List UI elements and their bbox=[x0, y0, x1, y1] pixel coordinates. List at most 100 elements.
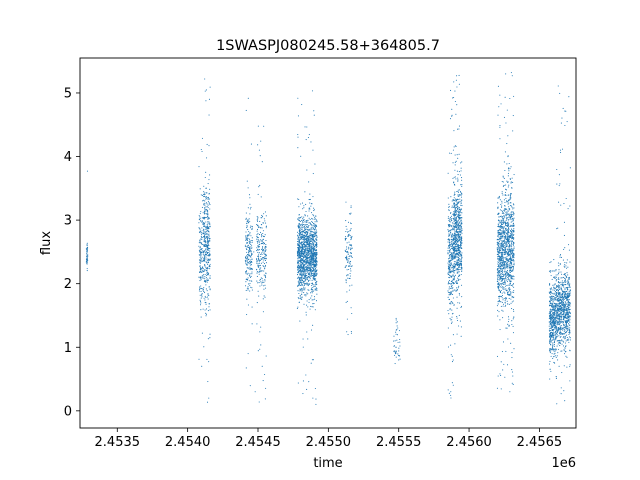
data-point bbox=[497, 206, 499, 208]
data-point bbox=[457, 267, 459, 269]
data-point bbox=[200, 255, 202, 257]
data-point bbox=[251, 228, 253, 230]
data-point bbox=[265, 258, 267, 260]
data-point bbox=[304, 232, 306, 235]
data-point bbox=[450, 229, 452, 231]
data-point bbox=[298, 241, 300, 243]
data-point bbox=[199, 294, 201, 296]
data-point bbox=[316, 269, 318, 271]
data-point bbox=[511, 245, 513, 247]
data-point bbox=[256, 268, 258, 270]
data-point bbox=[348, 255, 350, 258]
data-point bbox=[256, 280, 258, 282]
data-point bbox=[311, 260, 314, 262]
data-point bbox=[248, 231, 250, 233]
data-point bbox=[346, 246, 348, 248]
data-point bbox=[395, 331, 397, 333]
data-point bbox=[508, 246, 510, 248]
data-point bbox=[205, 157, 208, 159]
data-point bbox=[303, 261, 305, 263]
data-point bbox=[499, 301, 501, 303]
data-point bbox=[314, 217, 316, 219]
data-point bbox=[246, 264, 248, 266]
data-point bbox=[447, 273, 449, 275]
data-point bbox=[245, 247, 247, 249]
data-point bbox=[460, 260, 462, 263]
data-point bbox=[307, 250, 309, 252]
data-point bbox=[456, 307, 458, 309]
data-point bbox=[257, 271, 259, 273]
data-point bbox=[507, 323, 509, 325]
data-point bbox=[245, 258, 247, 260]
data-point bbox=[200, 309, 202, 311]
data-point bbox=[311, 237, 313, 239]
data-point bbox=[510, 294, 512, 296]
data-point bbox=[512, 383, 514, 385]
data-point bbox=[199, 288, 201, 290]
data-point bbox=[306, 270, 308, 272]
data-point bbox=[204, 222, 206, 224]
data-point bbox=[85, 261, 87, 263]
data-point bbox=[457, 177, 459, 179]
data-point bbox=[256, 238, 258, 240]
data-point bbox=[315, 259, 317, 261]
data-point bbox=[309, 249, 311, 251]
data-point bbox=[507, 223, 509, 225]
data-point bbox=[315, 398, 317, 400]
data-point bbox=[452, 97, 454, 99]
data-point bbox=[299, 260, 301, 262]
data-point bbox=[498, 195, 500, 198]
data-point bbox=[300, 251, 303, 253]
data-point bbox=[302, 260, 304, 262]
data-point bbox=[201, 248, 203, 250]
data-point bbox=[349, 263, 351, 265]
data-point bbox=[513, 204, 515, 206]
data-point bbox=[313, 279, 315, 281]
data-point bbox=[260, 233, 263, 235]
data-point bbox=[248, 246, 250, 249]
data-point bbox=[451, 207, 453, 209]
data-point bbox=[256, 228, 259, 231]
data-point bbox=[454, 238, 456, 240]
data-point bbox=[500, 361, 502, 363]
data-point bbox=[303, 219, 305, 221]
data-point bbox=[305, 220, 307, 222]
data-point bbox=[260, 281, 262, 283]
data-point bbox=[450, 285, 453, 288]
data-point bbox=[505, 209, 507, 211]
data-point bbox=[209, 288, 211, 290]
data-point bbox=[207, 229, 209, 232]
data-point bbox=[203, 290, 205, 293]
data-point bbox=[202, 223, 204, 225]
data-point bbox=[460, 196, 463, 198]
data-point bbox=[264, 256, 266, 258]
data-point bbox=[263, 218, 265, 220]
data-point bbox=[312, 244, 315, 247]
data-point bbox=[250, 243, 252, 246]
data-point bbox=[501, 191, 503, 193]
data-point bbox=[249, 213, 251, 215]
data-point bbox=[348, 265, 351, 267]
data-point bbox=[347, 260, 349, 262]
data-point bbox=[502, 228, 504, 230]
data-point bbox=[249, 282, 251, 285]
data-point bbox=[307, 266, 309, 268]
data-point bbox=[505, 298, 507, 300]
data-point bbox=[303, 270, 305, 272]
data-point bbox=[298, 278, 301, 280]
data-point bbox=[201, 296, 203, 298]
data-point bbox=[316, 289, 318, 292]
data-point bbox=[458, 238, 461, 241]
data-point bbox=[504, 217, 506, 219]
data-point bbox=[209, 204, 211, 206]
data-point bbox=[496, 305, 498, 307]
data-point bbox=[506, 253, 508, 255]
data-point bbox=[450, 89, 452, 91]
data-point bbox=[302, 289, 304, 291]
data-point bbox=[297, 266, 299, 268]
chart-title: 1SWASPJ080245.58+364805.7 bbox=[216, 38, 440, 54]
data-point bbox=[264, 259, 267, 262]
data-point bbox=[206, 218, 209, 220]
data-point bbox=[198, 250, 200, 252]
data-point bbox=[250, 264, 253, 266]
